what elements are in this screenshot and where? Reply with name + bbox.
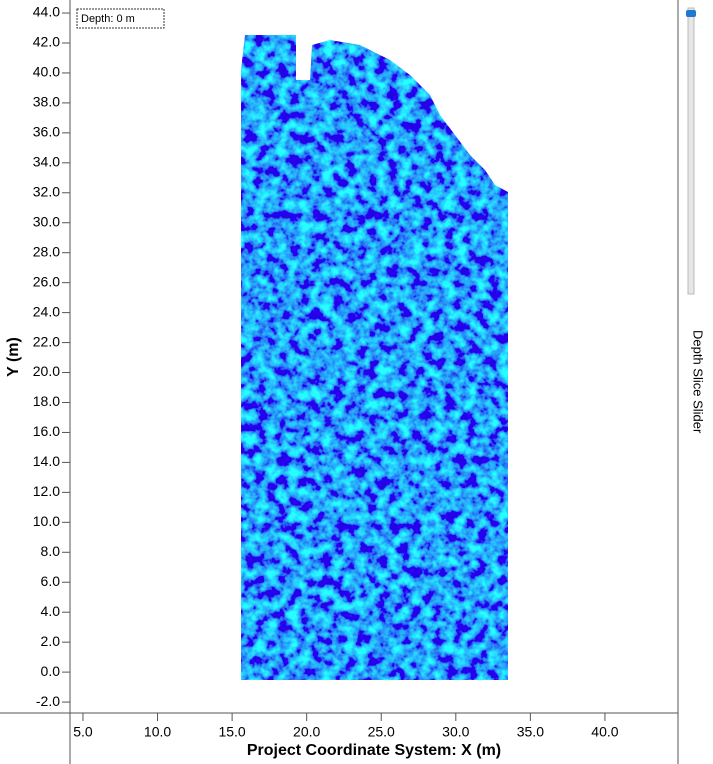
y-tick-label: 26.0	[33, 273, 60, 289]
y-tick-label: 42.0	[33, 34, 60, 50]
y-tick-label: 4.0	[41, 603, 61, 619]
x-tick-label: 10.0	[144, 724, 171, 740]
y-axis-title: Y (m)	[5, 337, 22, 377]
x-tick-label: 30.0	[442, 724, 469, 740]
y-tick-label: 8.0	[41, 543, 61, 559]
x-axis-title: Project Coordinate System: X (m)	[247, 742, 501, 759]
y-tick-label: 18.0	[33, 393, 60, 409]
x-tick-label: 20.0	[293, 724, 320, 740]
y-tick-label: 2.0	[41, 633, 61, 649]
y-tick-label: 22.0	[33, 333, 60, 349]
y-tick-label: 20.0	[33, 363, 60, 379]
x-tick-label: 5.0	[73, 724, 93, 740]
y-tick-label: 12.0	[33, 483, 60, 499]
y-tick-label: 38.0	[33, 94, 60, 110]
slider-label: Depth Slice Slider	[691, 330, 706, 434]
slider-track[interactable]	[687, 7, 695, 295]
y-tick-label: 24.0	[33, 303, 60, 319]
y-tick-label: 34.0	[33, 154, 60, 170]
y-tick-label: 28.0	[33, 243, 60, 259]
y-tick-label: 30.0	[33, 213, 60, 229]
slider-thumb[interactable]	[686, 10, 696, 17]
y-tick-label: 32.0	[33, 183, 60, 199]
y-tick-label: 14.0	[33, 453, 60, 469]
depth-slice-image	[241, 35, 508, 680]
x-tick-label: 25.0	[368, 724, 395, 740]
x-tick-label: 40.0	[591, 724, 618, 740]
y-tick-label: 16.0	[33, 423, 60, 439]
depth-box	[76, 8, 165, 29]
depth-label: Depth: 0 m	[81, 13, 135, 25]
x-tick-label: 35.0	[517, 724, 544, 740]
y-tick-label: 44.0	[33, 4, 60, 20]
y-tick-label: 10.0	[33, 513, 60, 529]
x-tick-label: 15.0	[218, 724, 245, 740]
y-tick-label: 0.0	[41, 663, 61, 679]
y-tick-label: 36.0	[33, 124, 60, 140]
y-tick-label: 6.0	[41, 573, 61, 589]
y-tick-label: -2.0	[36, 693, 60, 709]
y-tick-label: 40.0	[33, 64, 60, 80]
